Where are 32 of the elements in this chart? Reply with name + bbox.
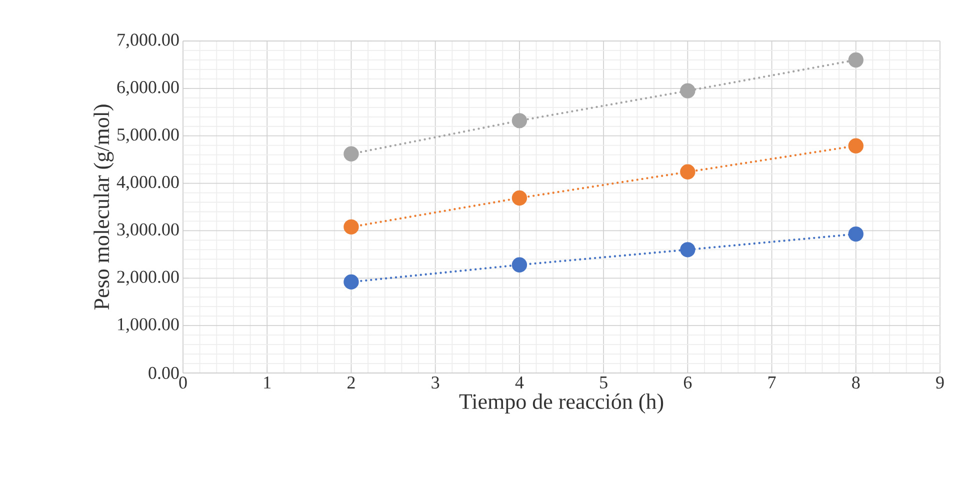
x-tick-label: 1	[264, 376, 271, 388]
point	[344, 274, 359, 290]
x-tick-label: 3	[432, 376, 440, 389]
x-tick-label: 9	[936, 376, 944, 389]
x-tick-label: 6	[684, 376, 692, 389]
x-tick-label: 7	[768, 376, 776, 388]
y-tick-label: 2,000.00	[117, 270, 179, 286]
y-tick-label: 3,000.00	[117, 223, 179, 238]
point	[344, 219, 359, 235]
x-tick-label: 0	[179, 376, 187, 389]
x-tick-label: 2	[348, 376, 355, 388]
y-tick-label: 0.00	[148, 366, 179, 380]
y-tick-label: 1,000.00	[118, 318, 179, 333]
y-tick-label: 5,000.00	[118, 128, 179, 144]
y-tick-label: 6,000.00	[117, 81, 179, 96]
y-axis-title: Peso molecular (g/mol)	[94, 104, 114, 310]
x-tick-label: 8	[852, 376, 860, 389]
point	[680, 242, 696, 258]
x-tick-label: 4	[515, 376, 524, 388]
point	[848, 52, 864, 68]
point	[512, 257, 528, 272]
point	[680, 83, 696, 98]
y-tick-label: 4,000.00	[116, 176, 179, 191]
point	[848, 138, 864, 154]
point	[848, 226, 864, 242]
point	[680, 164, 696, 180]
point	[512, 113, 528, 128]
x-tick-label: 5	[600, 376, 608, 388]
point	[512, 190, 528, 206]
point	[344, 146, 359, 162]
x-axis-title: Tiempo de reacción (h)	[459, 394, 664, 414]
y-tick-label: 7,000.00	[118, 34, 179, 48]
